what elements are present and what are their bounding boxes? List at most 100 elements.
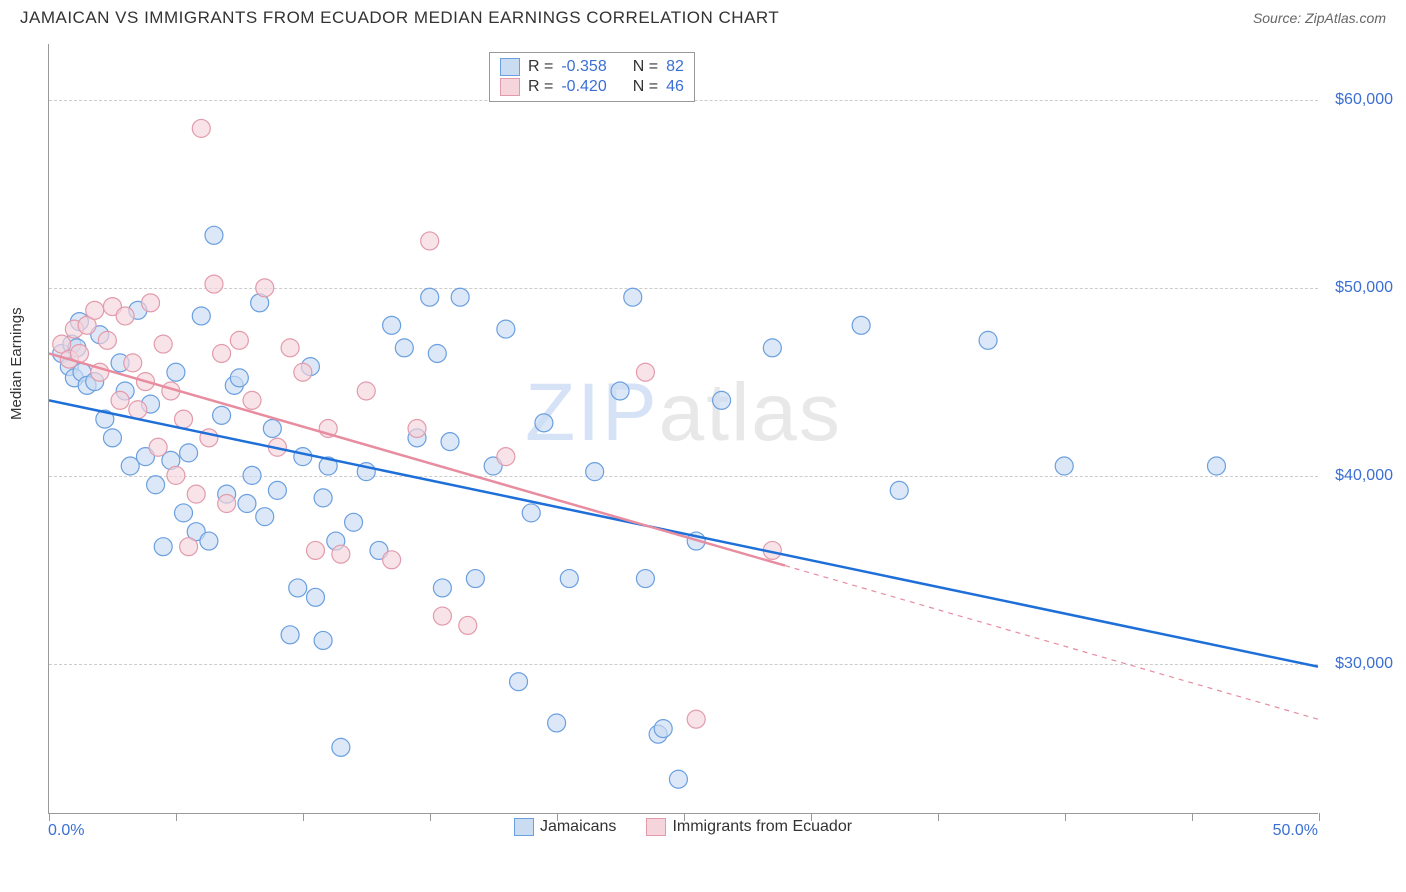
- data-point: [713, 391, 731, 409]
- chart-plot-area: ZIPatlas R =-0.358N =82R =-0.420N =46 $3…: [48, 44, 1318, 814]
- legend-swatch: [500, 58, 520, 76]
- source-label: Source: ZipAtlas.com: [1253, 10, 1386, 26]
- data-point: [383, 316, 401, 334]
- data-point: [200, 532, 218, 550]
- data-point: [669, 770, 687, 788]
- y-tick-label: $60,000: [1335, 91, 1393, 109]
- data-point: [654, 720, 672, 738]
- data-point: [205, 275, 223, 293]
- data-point: [636, 570, 654, 588]
- data-point: [180, 538, 198, 556]
- data-point: [167, 363, 185, 381]
- data-point: [314, 489, 332, 507]
- data-point: [306, 541, 324, 559]
- data-point: [175, 410, 193, 428]
- data-point: [428, 344, 446, 362]
- data-point: [611, 382, 629, 400]
- data-point: [187, 485, 205, 503]
- data-point: [129, 401, 147, 419]
- data-point: [1207, 457, 1225, 475]
- data-point: [154, 335, 172, 353]
- data-point: [522, 504, 540, 522]
- data-point: [294, 448, 312, 466]
- regression-line-extrapolated: [785, 566, 1318, 720]
- data-point: [243, 466, 261, 484]
- data-point: [98, 331, 116, 349]
- data-point: [459, 616, 477, 634]
- data-point: [441, 433, 459, 451]
- data-point: [433, 579, 451, 597]
- data-point: [408, 420, 426, 438]
- data-point: [213, 406, 231, 424]
- data-point: [116, 307, 134, 325]
- data-point: [243, 391, 261, 409]
- data-point: [466, 570, 484, 588]
- correlation-legend: R =-0.358N =82R =-0.420N =46: [489, 52, 695, 102]
- data-point: [497, 320, 515, 338]
- data-point: [294, 363, 312, 381]
- x-end-label: 50.0%: [1273, 822, 1318, 840]
- data-point: [890, 481, 908, 499]
- data-point: [192, 307, 210, 325]
- data-point: [142, 294, 160, 312]
- n-label: N =: [633, 58, 658, 76]
- chart-title: JAMAICAN VS IMMIGRANTS FROM ECUADOR MEDI…: [20, 8, 779, 28]
- y-tick-label: $30,000: [1335, 655, 1393, 673]
- data-point: [111, 391, 129, 409]
- data-point: [205, 226, 223, 244]
- data-point: [124, 354, 142, 372]
- data-point: [636, 363, 654, 381]
- data-point: [218, 495, 236, 513]
- x-tick: [1319, 813, 1320, 821]
- n-value: 46: [666, 78, 684, 96]
- y-tick-label: $50,000: [1335, 279, 1393, 297]
- r-label: R =: [528, 58, 553, 76]
- data-point: [421, 288, 439, 306]
- data-point: [154, 538, 172, 556]
- data-point: [345, 513, 363, 531]
- data-point: [306, 588, 324, 606]
- data-point: [357, 382, 375, 400]
- x-start-label: 0.0%: [48, 822, 84, 840]
- legend-swatch: [500, 78, 520, 96]
- r-label: R =: [528, 78, 553, 96]
- data-point: [332, 545, 350, 563]
- y-tick-label: $40,000: [1335, 467, 1393, 485]
- data-point: [213, 344, 231, 362]
- data-point: [687, 710, 705, 728]
- data-point: [624, 288, 642, 306]
- data-point: [548, 714, 566, 732]
- data-point: [256, 508, 274, 526]
- legend-row: R =-0.420N =46: [500, 77, 684, 97]
- n-value: 82: [666, 58, 684, 76]
- data-point: [332, 738, 350, 756]
- data-point: [421, 232, 439, 250]
- data-point: [263, 420, 281, 438]
- data-point: [979, 331, 997, 349]
- data-point: [180, 444, 198, 462]
- data-point: [535, 414, 553, 432]
- data-point: [1055, 457, 1073, 475]
- data-point: [383, 551, 401, 569]
- regression-line: [49, 400, 1318, 666]
- data-point: [147, 476, 165, 494]
- data-point: [510, 673, 528, 691]
- data-point: [167, 466, 185, 484]
- data-point: [175, 504, 193, 522]
- data-point: [281, 626, 299, 644]
- data-point: [256, 279, 274, 297]
- data-point: [149, 438, 167, 456]
- data-point: [395, 339, 413, 357]
- data-point: [230, 369, 248, 387]
- data-point: [433, 607, 451, 625]
- data-point: [281, 339, 299, 357]
- r-value: -0.358: [561, 58, 606, 76]
- data-point: [586, 463, 604, 481]
- data-point: [238, 495, 256, 513]
- r-value: -0.420: [561, 78, 606, 96]
- data-point: [289, 579, 307, 597]
- y-axis-label: Median Earnings: [8, 307, 25, 420]
- regression-line: [49, 353, 785, 565]
- data-point: [763, 339, 781, 357]
- data-point: [852, 316, 870, 334]
